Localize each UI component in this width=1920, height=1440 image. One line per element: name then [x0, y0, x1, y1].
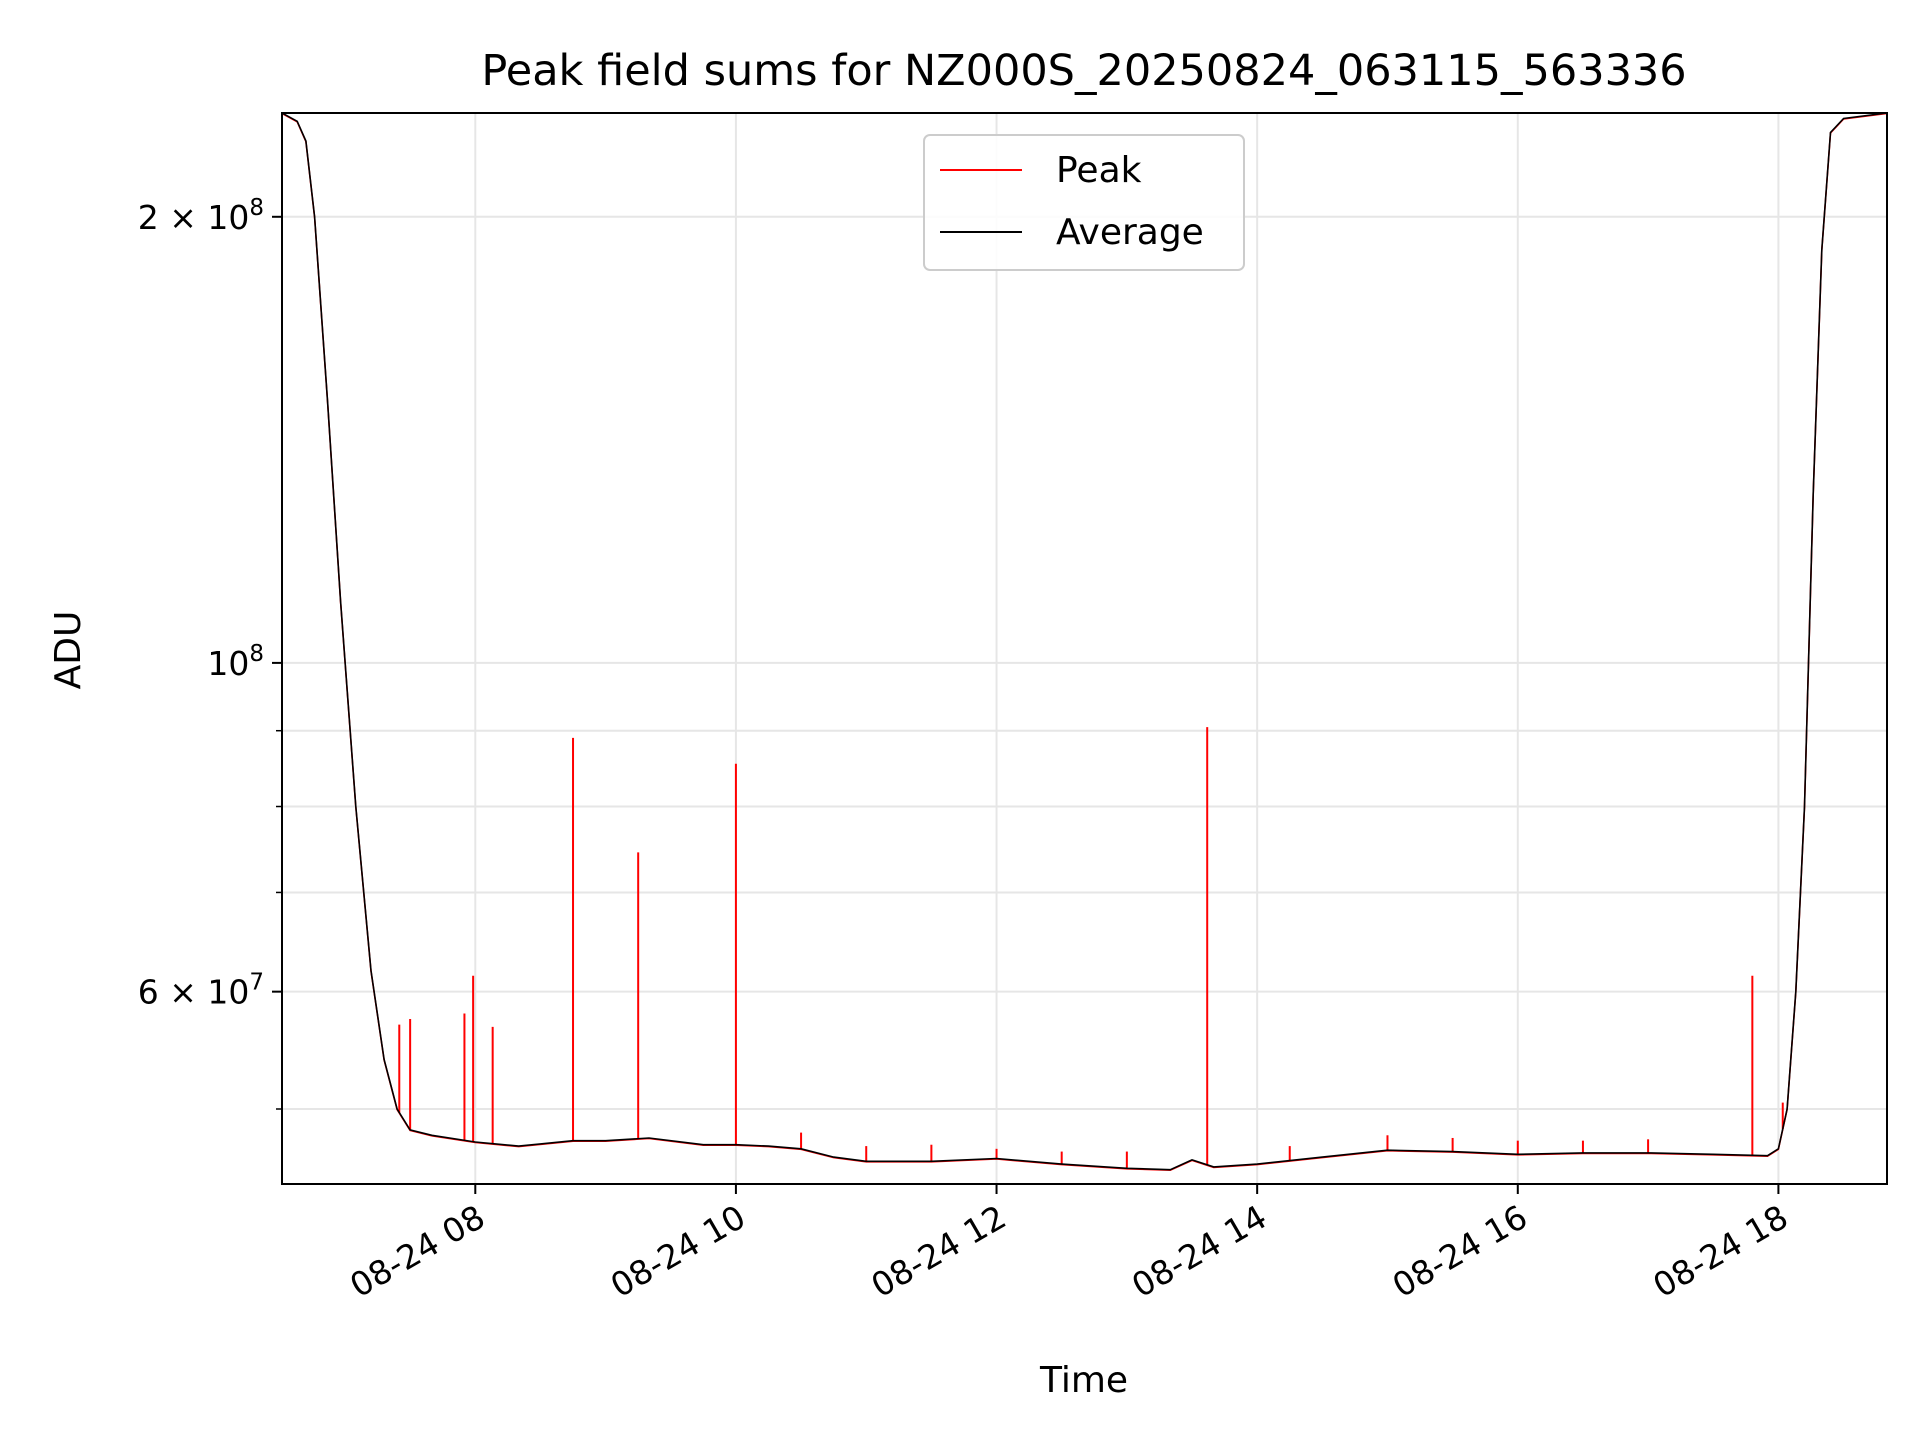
y-tick-label: 6 × 107 — [138, 970, 264, 1012]
y-tick-base: 2 × 10 — [138, 198, 250, 237]
y-axis-label: ADU — [48, 611, 89, 690]
y-tick-base: 10 — [207, 644, 249, 683]
y-tick-exponent: 7 — [249, 970, 264, 996]
y-tick-base: 6 × 10 — [138, 973, 250, 1012]
y-tick-label: 108 — [207, 641, 264, 683]
legend-box — [923, 134, 1245, 271]
legend-label-peak: Peak — [1056, 150, 1142, 191]
plot-frame — [281, 112, 1888, 1185]
plot-area — [282, 113, 1887, 1172]
legend-label-average: Average — [1056, 212, 1204, 253]
y-tick-label: 2 × 108 — [138, 195, 264, 237]
chart-title: Peak field sums for NZ000S_20250824_0631… — [481, 46, 1686, 96]
y-tick-exponent: 8 — [249, 195, 264, 221]
y-tick-exponent: 8 — [249, 641, 264, 667]
legend: Peak Average — [923, 134, 1245, 271]
average-series-line — [282, 113, 1887, 1171]
x-axis-label: Time — [1039, 1360, 1128, 1401]
